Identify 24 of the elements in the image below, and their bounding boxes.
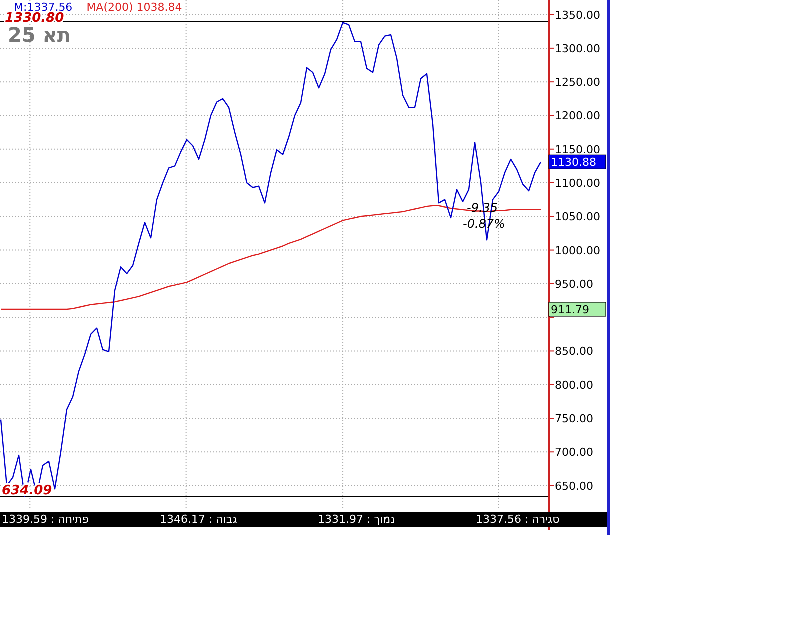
- line-series: [0, 22, 542, 498]
- y-tick-label: 1200.00: [555, 110, 600, 123]
- y-tick-label: 1300.00: [555, 42, 600, 56]
- y-tick-label: 700.00: [555, 446, 594, 460]
- y-tick-label: 750.00: [555, 412, 594, 426]
- text: 1331.97 : נמוך: [318, 513, 395, 526]
- text: 1339.59 : פתיחה: [2, 513, 90, 526]
- y-tick-label: 800.00: [555, 378, 594, 392]
- y-tick-label: 1100.00: [555, 177, 600, 190]
- line-series: [0, 205, 542, 310]
- y-tick-label: 1000.00: [555, 244, 600, 258]
- text: 1130.88: [551, 156, 596, 170]
- text: תא 25: [8, 23, 72, 47]
- y-tick-label: 950.00: [555, 278, 594, 291]
- text: MA(200) 1038.84: [86, 1, 182, 14]
- y-tick-label: 650.00: [555, 480, 594, 493]
- text: 911.79: [551, 304, 590, 316]
- y-tick-label: 1250.00: [555, 76, 600, 90]
- y-tick-label: 850.00: [555, 345, 594, 358]
- text: 1337.56 : סגירה: [476, 513, 560, 526]
- y-tick-label: 1350.00: [555, 8, 600, 22]
- y-tick-label: 1050.00: [555, 210, 600, 224]
- text: 1346.17 : גבוה: [160, 513, 238, 526]
- y-tick-label: 1150.00: [555, 143, 600, 156]
